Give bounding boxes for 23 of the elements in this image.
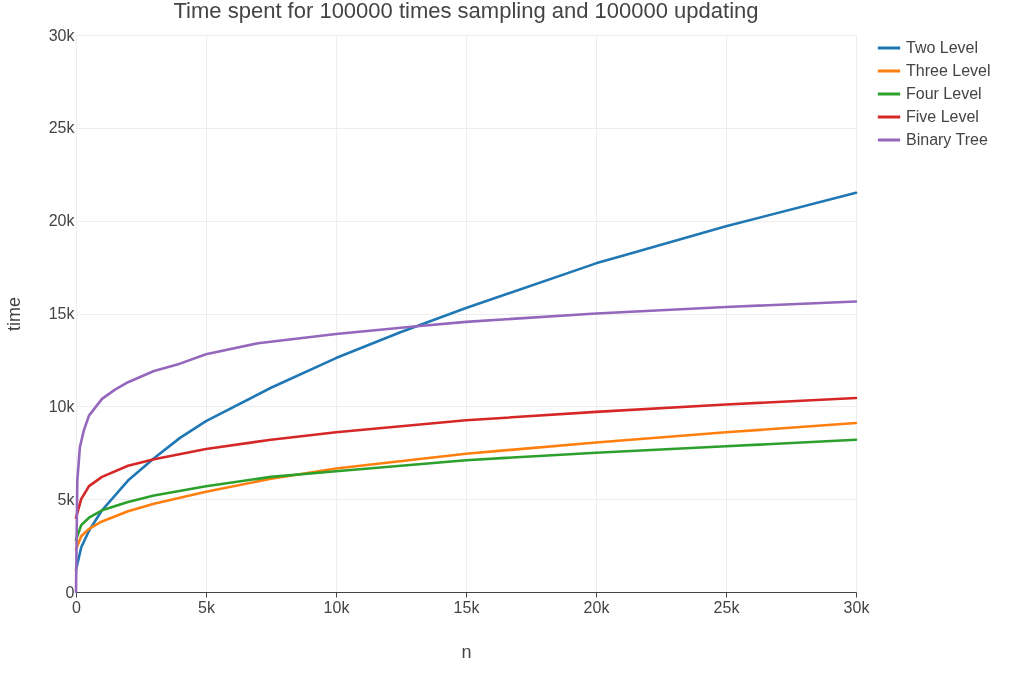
- y-tick-label: 20k: [48, 212, 76, 230]
- y-tick-label: 30k: [48, 26, 76, 44]
- legend-label: Two Level: [906, 39, 979, 56]
- y-tick-label: 15k: [48, 305, 76, 322]
- x-tick-label: 20k: [583, 598, 611, 616]
- legend-label: Three Level: [906, 62, 991, 79]
- y-tick-label: 0: [65, 583, 75, 601]
- x-tick-label: 5k: [198, 598, 216, 616]
- x-tick-label: 10k: [323, 598, 351, 616]
- x-tick-label: 30k: [843, 598, 871, 616]
- x-axis-title: n: [461, 641, 472, 662]
- y-tick-label: 25k: [48, 119, 76, 137]
- line-series: [74, 300, 858, 594]
- legend-label: Five Level: [906, 108, 979, 125]
- legend-label: Four Level: [906, 85, 982, 102]
- chart-title: Time spent for 100000 times sampling and 100000 updating: [173, 0, 759, 23]
- legend-label: Binary Tree: [906, 131, 988, 148]
- y-tick-label: 10k: [48, 397, 76, 415]
- x-tick-label: 25k: [713, 598, 741, 616]
- y-tick-label: 5k: [57, 490, 76, 508]
- line-series: [74, 396, 858, 520]
- x-tick-label: 15k: [453, 598, 481, 616]
- y-axis-title: time: [3, 296, 24, 332]
